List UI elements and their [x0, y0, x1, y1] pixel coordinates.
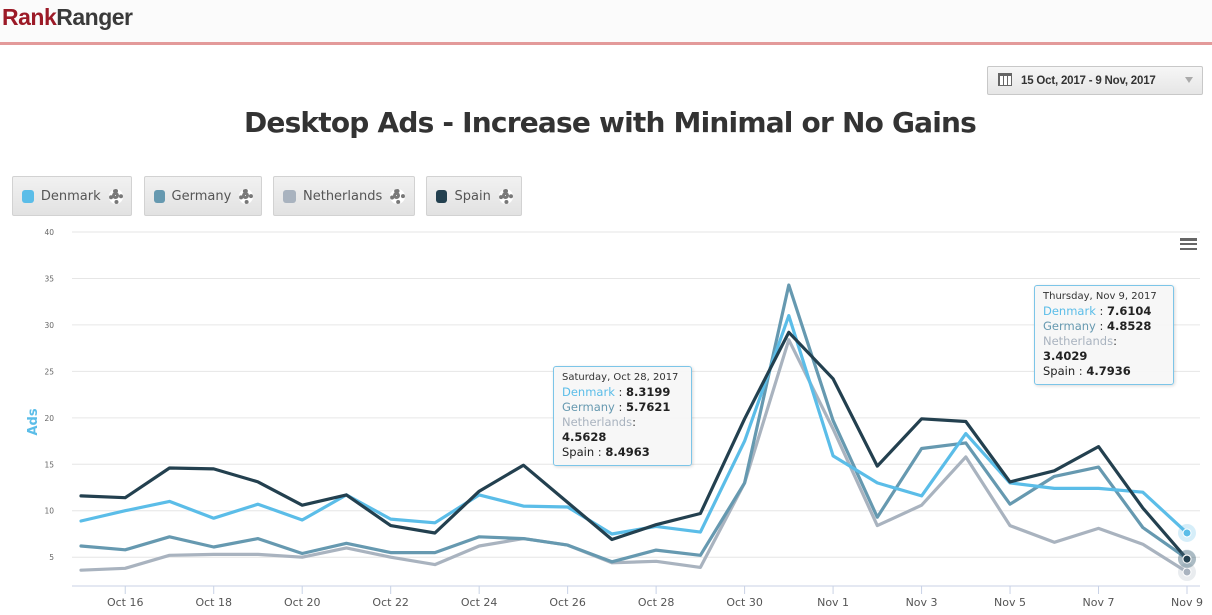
tooltip-row-germany: Germany : 5.7621 [562, 400, 683, 415]
legend-swatch [436, 189, 448, 203]
gear-icon[interactable] [108, 188, 123, 204]
tooltip-nov-9: Thursday, Nov 9, 2017 Denmark : 7.6104 Ge… [1034, 285, 1174, 385]
hamburger-menu-icon[interactable] [1180, 238, 1197, 251]
tooltip-date: Thursday, Nov 9, 2017 [1043, 291, 1157, 302]
x-tick-label: Nov 5 [994, 596, 1026, 609]
data-point-spain[interactable] [1182, 554, 1192, 564]
tooltip-series-name: Spain [1043, 364, 1076, 378]
top-bar: RankRanger [0, 0, 1212, 45]
tooltip-series-name: Denmark [1043, 304, 1096, 318]
logo-ranger: Ranger [56, 4, 133, 30]
date-range-picker[interactable]: 15 Oct, 2017 - 9 Nov, 2017 [987, 66, 1203, 95]
series-line-spain[interactable] [79, 330, 1189, 561]
y-tick-label: 30 [44, 321, 54, 330]
y-tick-label: 5 [49, 553, 54, 562]
tooltip-value: 7.6104 [1107, 304, 1152, 318]
tooltip-row-denmark: Denmark : 7.6104 [1043, 304, 1165, 319]
legend-item-germany[interactable]: Germany [144, 176, 262, 216]
legend-item-denmark[interactable]: Denmark [12, 176, 132, 216]
tooltip-value: 8.4963 [605, 445, 650, 459]
line-chart: 5 10 15 20 25 30 35 40 Oct 16 Oct 18 Oct 20 Oct 22… [26, 228, 1203, 609]
calendar-icon [998, 73, 1012, 86]
tooltip-series-name: Netherlands [562, 415, 633, 429]
tooltip-value: 4.5628 [562, 430, 607, 444]
data-point-denmark[interactable] [1182, 528, 1192, 538]
x-tick-label: Oct 22 [372, 596, 409, 609]
x-tick-label: Nov 3 [906, 596, 938, 609]
rankranger-logo[interactable]: RankRanger [2, 4, 133, 31]
tooltip-row-germany: Germany : 4.8528 [1043, 319, 1165, 334]
legend-label: Denmark [40, 188, 101, 204]
legend-label: Netherlands [303, 188, 383, 204]
tooltip-row-spain: Spain : 4.7936 [1043, 364, 1165, 379]
legend-item-spain[interactable]: Spain [426, 176, 522, 216]
tooltip-row-netherlands: Netherlands: 4.5628 [562, 415, 683, 445]
x-tick-label: Oct 28 [638, 596, 675, 609]
tooltip-series-name: Germany [1043, 319, 1096, 333]
x-tick-label: Oct 20 [284, 596, 321, 609]
legend-label: Spain [454, 188, 491, 204]
legend-item-netherlands[interactable]: Netherlands [273, 176, 415, 216]
chart-title: Desktop Ads - Increase with Minimal or N… [243, 106, 977, 139]
y-tick-label: 40 [44, 228, 54, 237]
legend-swatch [154, 189, 165, 203]
tooltip-date: Saturday, Oct 28, 2017 [562, 372, 679, 383]
tooltip-series-name: Denmark [562, 385, 615, 399]
y-axis-label: Ads [26, 408, 41, 435]
tooltip-separator: : [594, 445, 606, 459]
dropdown-caret-icon [1185, 77, 1193, 83]
y-tick-label: 20 [44, 414, 54, 423]
tooltip-value: 5.7621 [626, 400, 671, 414]
tooltip-value: 4.8528 [1107, 319, 1152, 333]
tooltip-separator: : [614, 400, 627, 414]
x-tick-label: Oct 24 [461, 596, 498, 609]
tooltip-separator: : [632, 415, 636, 429]
y-tick-label: 15 [44, 460, 54, 469]
tooltip-series-name: Spain [562, 445, 595, 459]
series-line-netherlands[interactable] [79, 338, 1189, 574]
x-tick-label: Nov 9 [1171, 596, 1203, 609]
tooltip-separator: : [1095, 304, 1108, 318]
tooltip-separator: : [1095, 319, 1108, 333]
gear-icon[interactable] [239, 188, 253, 204]
data-point-netherlands[interactable] [1182, 567, 1192, 577]
tooltip-row-netherlands: Netherlands: 3.4029 [1043, 334, 1165, 364]
date-range-label: 15 Oct, 2017 - 9 Nov, 2017 [1021, 74, 1156, 87]
x-tick-label: Oct 18 [195, 596, 232, 609]
legend-swatch [22, 189, 34, 203]
series-line-germany[interactable] [79, 283, 1189, 564]
y-tick-label: 25 [44, 367, 54, 376]
x-tick-label: Oct 16 [107, 596, 144, 609]
legend-label: Germany [171, 188, 232, 204]
tooltip-value: 4.7936 [1086, 364, 1131, 378]
gear-icon[interactable] [390, 188, 406, 204]
y-tick-label: 35 [44, 274, 54, 283]
tooltip-separator: : [614, 385, 627, 399]
tooltip-separator: : [1075, 364, 1087, 378]
tooltip-row-spain: Spain : 8.4963 [562, 445, 683, 460]
tooltip-value: 8.3199 [626, 385, 671, 399]
tooltip-row-denmark: Denmark : 8.3199 [562, 385, 683, 400]
tooltip-separator: : [1113, 334, 1117, 348]
tooltip-value: 3.4029 [1043, 349, 1088, 363]
logo-rank: Rank [2, 4, 57, 30]
gear-icon[interactable] [498, 188, 513, 204]
tooltip-series-name: Germany [562, 400, 615, 414]
x-tick-label: Oct 26 [549, 596, 586, 609]
x-tick-label: Nov 7 [1083, 596, 1115, 609]
y-tick-label: 10 [44, 507, 54, 516]
tooltip-oct-28: Saturday, Oct 28, 2017 Denmark : 8.3199 G… [553, 366, 692, 466]
tooltip-series-name: Netherlands [1043, 334, 1114, 348]
x-tick-label: Nov 1 [817, 596, 849, 609]
legend-swatch [283, 189, 296, 203]
x-tick-label: Oct 30 [726, 596, 763, 609]
series-line-denmark[interactable] [79, 313, 1189, 536]
